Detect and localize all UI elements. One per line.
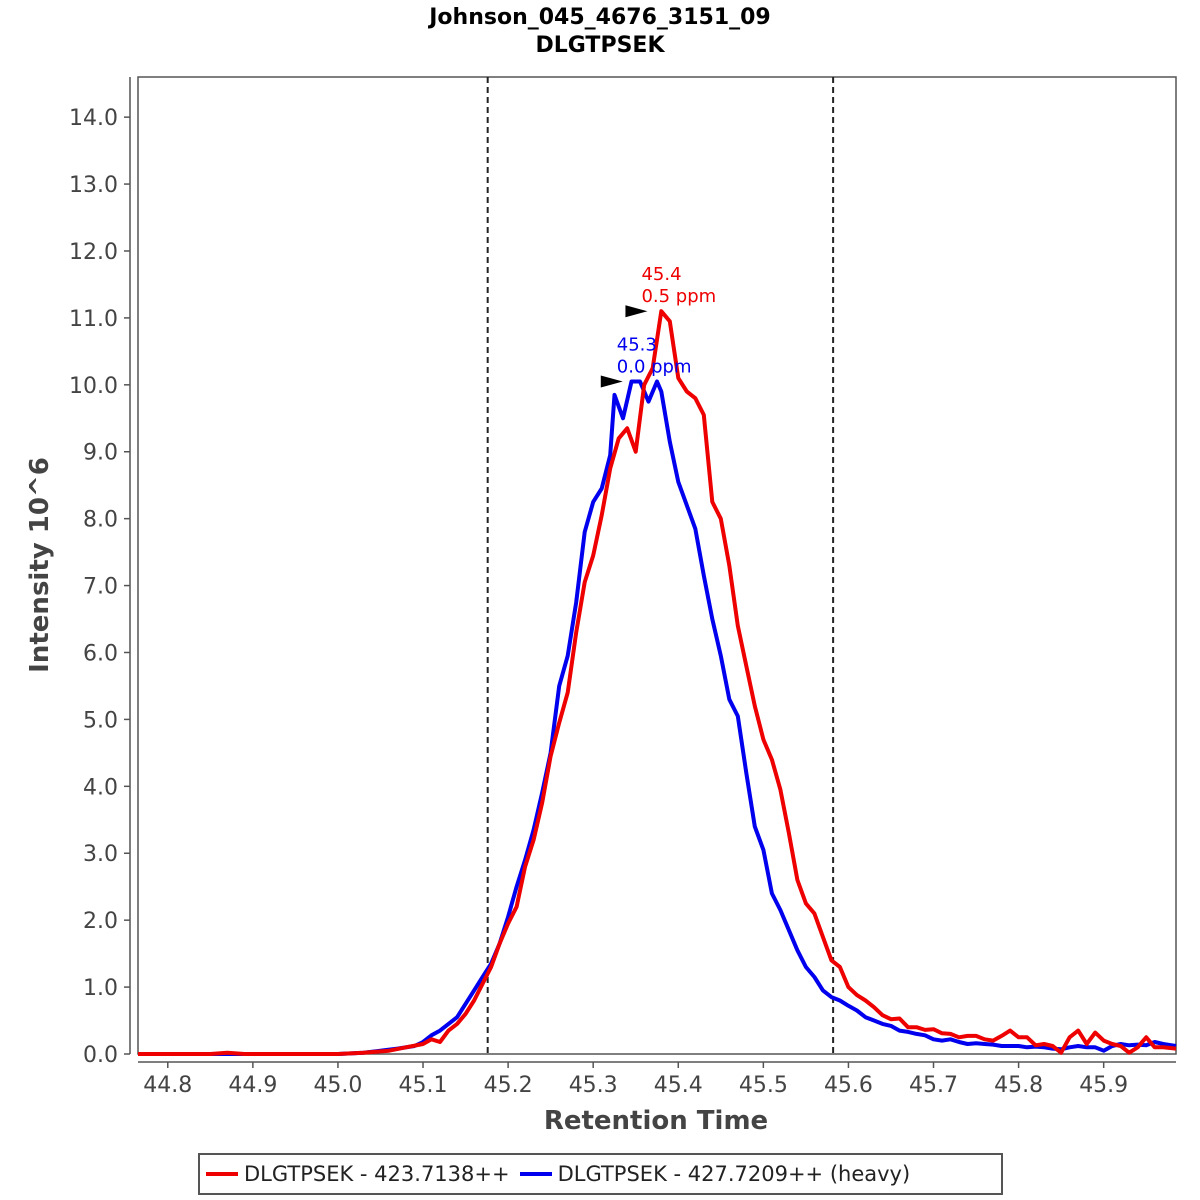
legend-label-heavy: DLGTPSEK - 427.7209++ (heavy) — [557, 1162, 911, 1186]
chart-subtitle: DLGTPSEK — [535, 33, 665, 58]
legend-label-light: DLGTPSEK - 423.7138++ — [244, 1162, 510, 1186]
integration-boundaries — [486, 77, 835, 1054]
peak-time-label: 45.4 — [641, 264, 681, 285]
plot-area — [137, 76, 1177, 1055]
y-tick-label: 13.0 — [69, 173, 118, 198]
y-tick-label: 8.0 — [83, 508, 118, 533]
x-tick-label: 45.7 — [909, 1073, 958, 1098]
chromatogram-chart: Johnson_045_4676_3151_09 DLGTPSEK 0.0 1.0… — [25, 5, 1177, 1136]
legend-swatch-blue — [519, 1172, 552, 1176]
y-axis-ticks: 0.0 1.0 2.0 3.0 4.0 5.0 6.0 7.0 8.0 9.0 10.0 11.0 12… — [69, 106, 130, 1068]
legend-item-heavy: DLGTPSEK - 427.7209++ (heavy) — [519, 1162, 911, 1186]
peak-annotations: 45.40.5 ppm 45.30.0 ppm — [600, 264, 716, 388]
x-tick-label: 45.0 — [313, 1073, 362, 1098]
x-tick-label: 45.1 — [399, 1073, 448, 1098]
x-tick-label: 45.5 — [739, 1073, 788, 1098]
y-axis-title: Intensity 10^6 — [25, 457, 55, 673]
y-tick-label: 14.0 — [69, 106, 118, 131]
x-tick-label: 45.3 — [569, 1073, 618, 1098]
peak-time-label: 45.3 — [617, 334, 657, 355]
y-tick-label: 5.0 — [83, 708, 118, 733]
x-tick-label: 45.4 — [654, 1073, 703, 1098]
y-tick-label: 11.0 — [69, 307, 118, 332]
y-tick-label: 1.0 — [83, 976, 118, 1001]
x-tick-label: 45.9 — [1079, 1073, 1128, 1098]
y-tick-label: 9.0 — [83, 441, 118, 466]
y-tick-label: 0.0 — [83, 1043, 118, 1068]
y-tick-label: 12.0 — [69, 240, 118, 265]
peak-ppm-label: 0.5 ppm — [641, 286, 716, 307]
peak-marker-arrow — [625, 305, 648, 318]
y-tick-label: 10.0 — [69, 374, 118, 399]
y-tick-label: 2.0 — [83, 909, 118, 934]
y-tick-label: 3.0 — [83, 842, 118, 867]
legend-item-light: DLGTPSEK - 423.7138++ — [206, 1162, 510, 1186]
y-tick-label: 6.0 — [83, 641, 118, 666]
y-tick-label: 4.0 — [83, 775, 118, 800]
x-axis-title: Retention Time — [544, 1106, 768, 1136]
peak-ppm-label: 0.0 ppm — [617, 356, 692, 377]
x-axis-ticks: 44.8 44.9 45.0 45.1 45.2 45.3 45.4 45.5 45.6 45.7… — [143, 1062, 1128, 1098]
series-layer — [138, 309, 1177, 1056]
x-tick-label: 45.6 — [824, 1073, 873, 1098]
legend-swatch-red — [206, 1172, 238, 1176]
x-tick-label: 44.8 — [143, 1073, 192, 1098]
chart-title: Johnson_045_4676_3151_09 — [427, 5, 771, 30]
x-tick-label: 45.8 — [994, 1073, 1043, 1098]
x-tick-label: 45.2 — [484, 1073, 533, 1098]
y-tick-label: 7.0 — [83, 575, 118, 600]
peak-marker-arrow — [600, 375, 623, 388]
series-line-heavy — [138, 379, 1177, 1056]
x-tick-label: 44.9 — [228, 1073, 277, 1098]
chart-legend: DLGTPSEK - 423.7138++ DLGTPSEK - 427.720… — [198, 1153, 1003, 1195]
series-line-light — [138, 309, 1177, 1056]
